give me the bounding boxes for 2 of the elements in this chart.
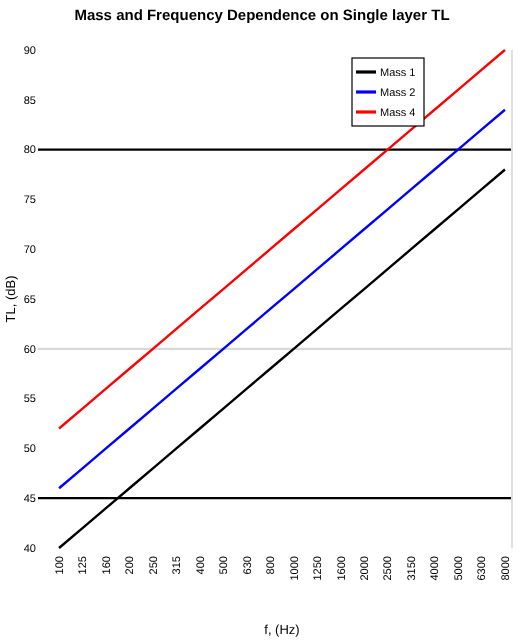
line-series xyxy=(57,108,507,490)
line-series xyxy=(57,48,507,430)
